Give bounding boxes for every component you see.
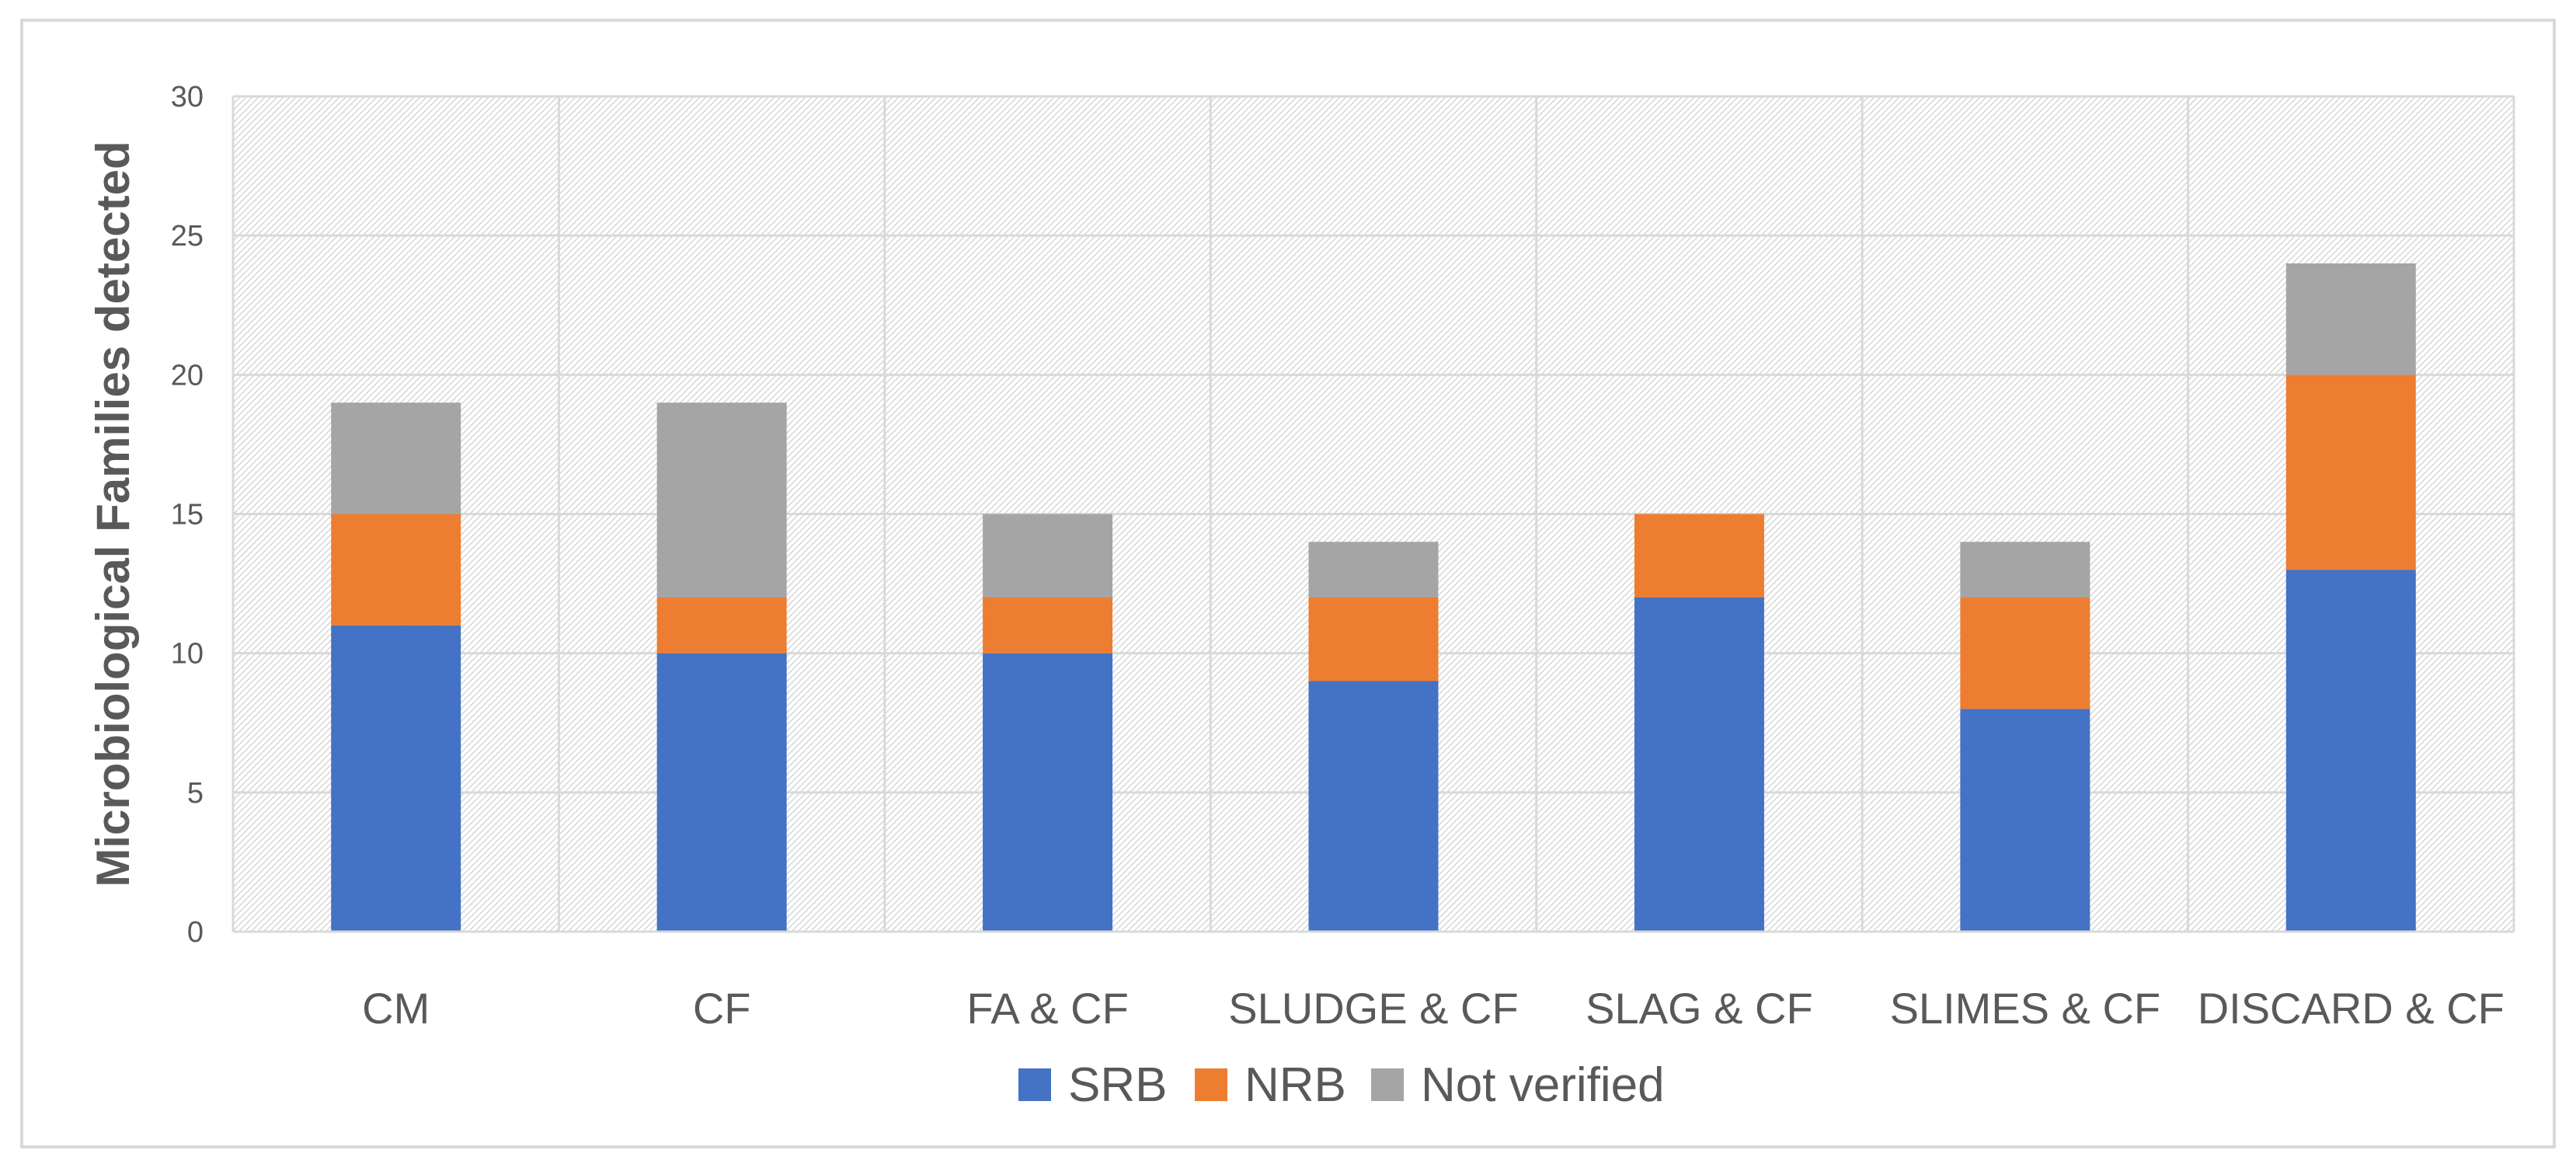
x-tick-label: SLUDGE & CF — [1228, 984, 1518, 1033]
x-tick-label: SLAG & CF — [1586, 984, 1813, 1033]
bar-not-verified — [983, 514, 1113, 598]
bar-srb — [656, 653, 787, 932]
stacked-bar-chart: 0 5 10 15 20 25 30 CM CF FA & CF SLUDGE & CF SLAG &… — [87, 81, 2515, 1112]
bar-not-verified — [2285, 263, 2416, 375]
x-tick-label: FA & CF — [966, 984, 1129, 1033]
bar-nrb — [1960, 598, 2090, 709]
x-tick-label: CM — [362, 984, 430, 1033]
bar-not-verified — [331, 403, 461, 514]
legend-swatch — [1018, 1068, 1051, 1101]
y-tick-label: 10 — [171, 638, 204, 671]
y-tick-label: 5 — [187, 777, 204, 810]
legend-swatch — [1195, 1068, 1227, 1101]
y-tick-label: 20 — [171, 359, 204, 392]
y-tick-label: 0 — [187, 916, 204, 949]
bar-srb — [331, 625, 461, 932]
y-axis-title: Microbiological Families detected — [87, 141, 139, 887]
bar-srb — [1960, 709, 2090, 932]
legend-label: Not verified — [1421, 1058, 1665, 1112]
bar-nrb — [1634, 514, 1764, 598]
bar-nrb — [331, 514, 461, 626]
x-tick-label: DISCARD & CF — [2198, 984, 2505, 1033]
bar-srb — [2285, 570, 2416, 932]
bar-not-verified — [656, 403, 787, 598]
bars — [331, 263, 2416, 932]
x-tick-label: SLIMES & CF — [1890, 984, 2161, 1033]
y-tick-label: 25 — [171, 220, 204, 253]
bar-nrb — [656, 598, 787, 653]
legend: SRB NRB Not verified — [1018, 1058, 1665, 1112]
chart-frame: 0 5 10 15 20 25 30 CM CF FA & CF SLUDGE & CF SLAG &… — [20, 19, 2556, 1148]
x-tick-label: CF — [693, 984, 751, 1033]
bar-not-verified — [1960, 542, 2090, 598]
bar-not-verified — [1308, 542, 1439, 598]
bar-srb — [1308, 681, 1439, 932]
bar-nrb — [983, 598, 1113, 653]
legend-label: SRB — [1068, 1058, 1167, 1112]
bar-srb — [983, 653, 1113, 932]
legend-swatch — [1371, 1068, 1404, 1101]
bar-srb — [1634, 598, 1764, 932]
legend-label: NRB — [1244, 1058, 1346, 1112]
axes: 0 5 10 15 20 25 30 CM CF FA & CF SLUDGE & CF SLAG &… — [87, 81, 2514, 1033]
bar-nrb — [1308, 598, 1439, 681]
bar-nrb — [2285, 375, 2416, 570]
y-tick-label: 30 — [171, 81, 204, 113]
y-tick-label: 15 — [171, 499, 204, 531]
